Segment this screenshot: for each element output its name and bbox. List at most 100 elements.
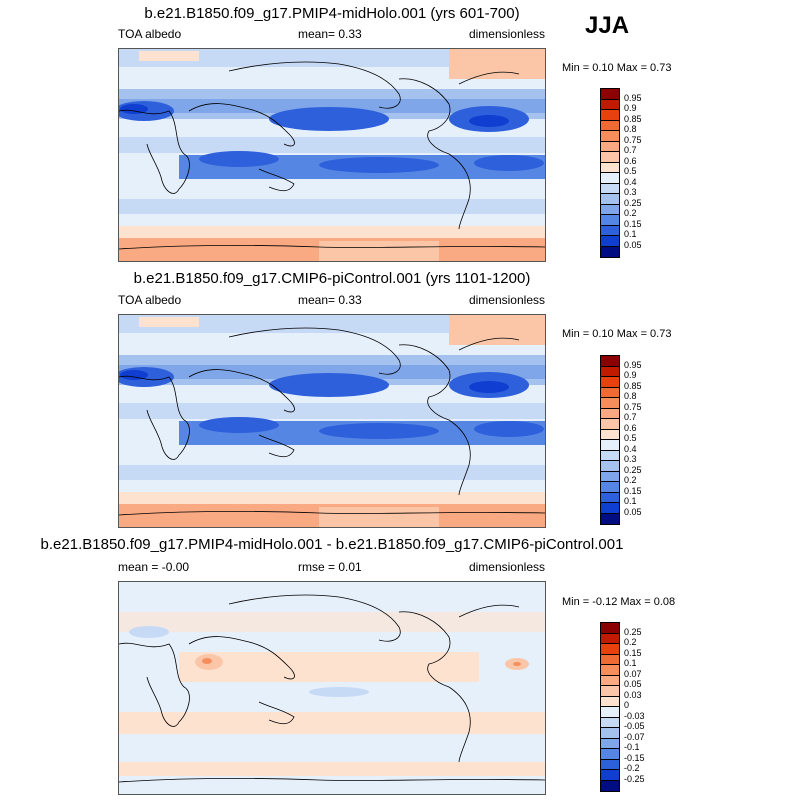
colorbar-tick-label: 0.25 — [624, 626, 642, 637]
difference-map — [118, 581, 546, 795]
colorbar-tick-label: 0.4 — [624, 443, 637, 454]
colorbar-tick-label: 0.03 — [624, 689, 642, 700]
colorbar-swatch — [601, 644, 619, 655]
colorbar-swatch — [601, 204, 619, 215]
colorbar-tick-label: 0.25 — [624, 197, 642, 208]
panel-title: b.e21.B1850.f09_g17.PMIP4-midHolo.001 (y… — [144, 5, 520, 22]
albedo-map — [118, 314, 546, 528]
colorbar-swatch — [601, 707, 619, 718]
colorbar-swatch — [601, 492, 619, 503]
colorbar-swatch — [601, 419, 619, 430]
variable-label: TOA albedo — [118, 27, 182, 41]
colorbar-tick-label: -0.2 — [624, 763, 640, 773]
colorbar-swatch — [601, 482, 619, 493]
units-label: dimensionless — [468, 293, 545, 307]
min-max-label: Min = -0.12 Max = 0.08 — [562, 596, 676, 608]
colorbar-swatch — [601, 141, 619, 152]
colorbar-tick-label: 0.1 — [624, 496, 637, 506]
colorbar-swatch — [601, 471, 619, 482]
variable-label: TOA albedo — [118, 293, 182, 307]
colorbar-swatch — [601, 696, 619, 707]
colorbar-swatch — [601, 173, 619, 184]
colorbar-tick-label: 0.85 — [624, 113, 642, 124]
colorbar-tick-label: 0.95 — [624, 359, 642, 370]
colorbar-swatch — [601, 236, 619, 247]
colorbar-tick-label: 0.15 — [624, 647, 642, 658]
colorbar-swatch — [601, 770, 619, 781]
colorbar-labels: 0.25 0.2 0.15 0.1 0.07 0.05 0.03 0 -0.03 -0.05 -0.… — [624, 622, 664, 790]
colorbar-tick-label: 0.9 — [624, 103, 637, 113]
mean-label: mean = -0.00 — [118, 560, 190, 574]
colorbar-swatch — [601, 440, 619, 451]
colorbar-tick-label: 0.8 — [624, 391, 637, 401]
colorbar-tick-label: 0.15 — [624, 218, 642, 229]
colorbar-tick-label: 0.6 — [624, 422, 637, 433]
colorbar-tick-label: -0.05 — [624, 721, 645, 731]
colorbar-swatch — [601, 387, 619, 398]
colorbar-swatch — [601, 759, 619, 770]
units-label: dimensionless — [468, 560, 545, 574]
colorbar-tick-label: 0.2 — [624, 637, 637, 647]
colorbar-tick-label: 0.2 — [624, 208, 637, 218]
colorbar-tick-label: 0.1 — [624, 658, 637, 668]
colorbar-tick-label: -0.25 — [624, 773, 645, 784]
colorbar-swatch — [601, 780, 619, 791]
colorbar-tick-label: 0.2 — [624, 475, 637, 485]
colorbar-swatch — [601, 408, 619, 419]
colorbar-swatch — [601, 398, 619, 409]
colorbar-tick-label: 0.75 — [624, 401, 642, 412]
season-label: JJA — [585, 12, 630, 39]
colorbar-tick-label: 0.05 — [624, 679, 642, 689]
min-max-label: Min = 0.10 Max = 0.73 — [562, 62, 672, 74]
colorbar-swatch — [601, 717, 619, 728]
colorbar-swatch — [601, 225, 619, 236]
colorbar-swatch — [601, 749, 619, 760]
mean-label: mean= 0.33 — [298, 27, 362, 41]
colorbar-tick-label: 0 — [624, 700, 630, 710]
colorbar-tick-label: 0.3 — [624, 187, 637, 197]
units-label: dimensionless — [468, 27, 545, 41]
colorbar-swatch — [601, 728, 619, 739]
colorbar-labels: 0.95 0.9 0.85 0.8 0.75 0.7 0.6 0.5 0.4 0.3 0.25 0.2… — [624, 355, 664, 523]
colorbar-swatch — [601, 623, 619, 634]
colorbar-swatch — [601, 99, 619, 110]
colorbar-swatch — [601, 450, 619, 461]
colorbar-tick-label: -0.1 — [624, 742, 640, 752]
colorbar-swatch — [601, 461, 619, 472]
colorbar-labels: 0.95 0.9 0.85 0.8 0.75 0.7 0.6 0.5 0.4 0.3 0.25 0.2… — [624, 88, 664, 256]
colorbar-swatch — [601, 366, 619, 377]
colorbar-swatch — [601, 654, 619, 665]
colorbar-swatch — [601, 675, 619, 686]
colorbar-tick-label: -0.07 — [624, 731, 645, 742]
colorbar-tick-label: 0.8 — [624, 124, 637, 134]
colorbar-swatch — [601, 429, 619, 440]
colorbar-tick-label: -0.15 — [624, 752, 645, 763]
colorbar-swatch — [601, 110, 619, 121]
colorbar-swatch — [601, 503, 619, 514]
rmse-label: rmse = 0.01 — [298, 560, 362, 574]
colorbar-swatch — [601, 633, 619, 644]
colorbar-tick-label: 0.6 — [624, 155, 637, 166]
colorbar-swatch — [601, 194, 619, 205]
colorbar-swatch — [601, 356, 619, 367]
colorbar-swatch — [601, 162, 619, 173]
albedo-map — [118, 48, 546, 262]
colorbar-tick-label: 0.5 — [624, 433, 637, 443]
colorbar-tick-label: 0.1 — [624, 229, 637, 239]
colorbar-tick-label: 0.5 — [624, 166, 637, 176]
colorbar-tick-label: 0.15 — [624, 485, 642, 496]
colorbar-tick-label: 0.05 — [624, 506, 642, 517]
colorbar-tick-label: 0.3 — [624, 454, 637, 464]
colorbar-tick-label: 0.4 — [624, 176, 637, 187]
colorbar-swatch — [601, 686, 619, 697]
colorbar — [600, 622, 620, 792]
colorbar-tick-label: 0.05 — [624, 239, 642, 250]
panel-title: b.e21.B1850.f09_g17.CMIP6-piControl.001 … — [133, 270, 531, 287]
colorbar-tick-label: 0.95 — [624, 92, 642, 103]
colorbar-swatch — [601, 131, 619, 142]
colorbar-swatch — [601, 120, 619, 131]
colorbar — [600, 88, 620, 258]
colorbar-tick-label: -0.03 — [624, 710, 645, 721]
panel-title: b.e21.B1850.f09_g17.PMIP4-midHolo.001 - … — [40, 536, 624, 553]
colorbar-swatch — [601, 89, 619, 100]
